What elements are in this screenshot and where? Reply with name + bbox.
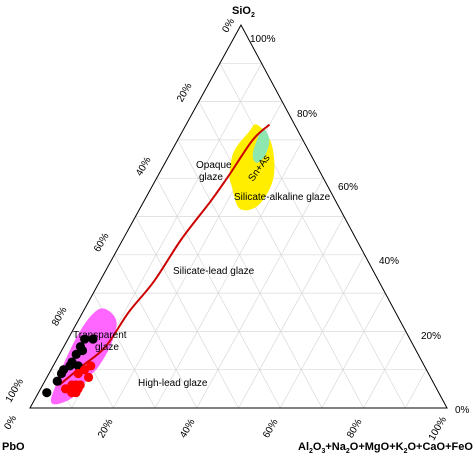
grid-line bbox=[279, 254, 365, 409]
left-tick-label: 60% bbox=[92, 231, 112, 254]
grid-line bbox=[177, 139, 323, 409]
trend-line-layer bbox=[58, 123, 271, 386]
composition-regions bbox=[50, 124, 275, 405]
silicate-alkaline-glaze-label: Silicate-alkaline glaze bbox=[234, 192, 331, 203]
vertex-label-top: SiO2 bbox=[232, 5, 255, 19]
red-data-point bbox=[83, 372, 94, 382]
black-data-point bbox=[52, 376, 62, 386]
high-lead-glaze-label: High-lead glaze bbox=[138, 378, 208, 389]
left-tick-label: 100% bbox=[4, 377, 26, 405]
left-tick-label: 40% bbox=[134, 155, 154, 178]
grid-line bbox=[135, 216, 239, 409]
bottom-tick-label: 80% bbox=[345, 417, 365, 440]
opaque-glaze-label: glaze bbox=[199, 172, 223, 183]
grid-line bbox=[363, 331, 407, 409]
right-tick-label: 40% bbox=[379, 256, 399, 267]
left-tick-label: 80% bbox=[50, 305, 70, 328]
right-tick-label: 80% bbox=[297, 109, 317, 120]
transparent-glaze-region bbox=[50, 308, 117, 405]
bottom-tick-label: 0% bbox=[2, 414, 19, 432]
right-tick-label: 0% bbox=[455, 405, 470, 416]
red-data-point bbox=[71, 388, 81, 398]
right-tick-label: 20% bbox=[421, 331, 441, 342]
silicate-lead-glaze-label: Silicate-lead glaze bbox=[173, 266, 255, 277]
transparent-glaze-label: Transparent bbox=[73, 330, 127, 341]
black-data-point bbox=[65, 361, 75, 371]
grid-line bbox=[238, 216, 345, 409]
grid-line bbox=[321, 292, 386, 409]
trend-line bbox=[58, 123, 271, 386]
right-tick-label: 60% bbox=[338, 182, 358, 193]
opaque-glaze-label: Opaque bbox=[196, 160, 232, 171]
vertex-label-right: Al2O3+Na2O+MgO+K2O+CaO+FeO bbox=[298, 441, 473, 455]
bottom-tick-label: 100% bbox=[427, 415, 449, 443]
data-points bbox=[42, 334, 98, 398]
bottom-tick-label: 40% bbox=[178, 417, 198, 440]
transparent-glaze-label: glaze bbox=[95, 342, 119, 353]
sn-as-region bbox=[252, 128, 270, 163]
black-data-point bbox=[88, 334, 98, 344]
black-data-point bbox=[42, 388, 52, 398]
grid-line bbox=[219, 63, 406, 409]
bottom-tick-label: 20% bbox=[96, 417, 116, 440]
grid-line bbox=[114, 254, 198, 409]
triangle-frame bbox=[29, 23, 448, 409]
grid-line bbox=[154, 139, 304, 409]
vertex-label-left: PbO bbox=[2, 441, 25, 453]
left-tick-label: 20% bbox=[175, 81, 195, 104]
grid-lines bbox=[50, 62, 427, 409]
red-data-point bbox=[86, 361, 96, 371]
right-tick-label: 100% bbox=[250, 34, 276, 45]
black-data-point bbox=[80, 334, 90, 344]
black-data-point bbox=[77, 345, 88, 356]
left-tick-label: 0% bbox=[220, 17, 237, 35]
grid-line bbox=[404, 369, 427, 409]
bottom-tick-label: 60% bbox=[261, 417, 281, 440]
